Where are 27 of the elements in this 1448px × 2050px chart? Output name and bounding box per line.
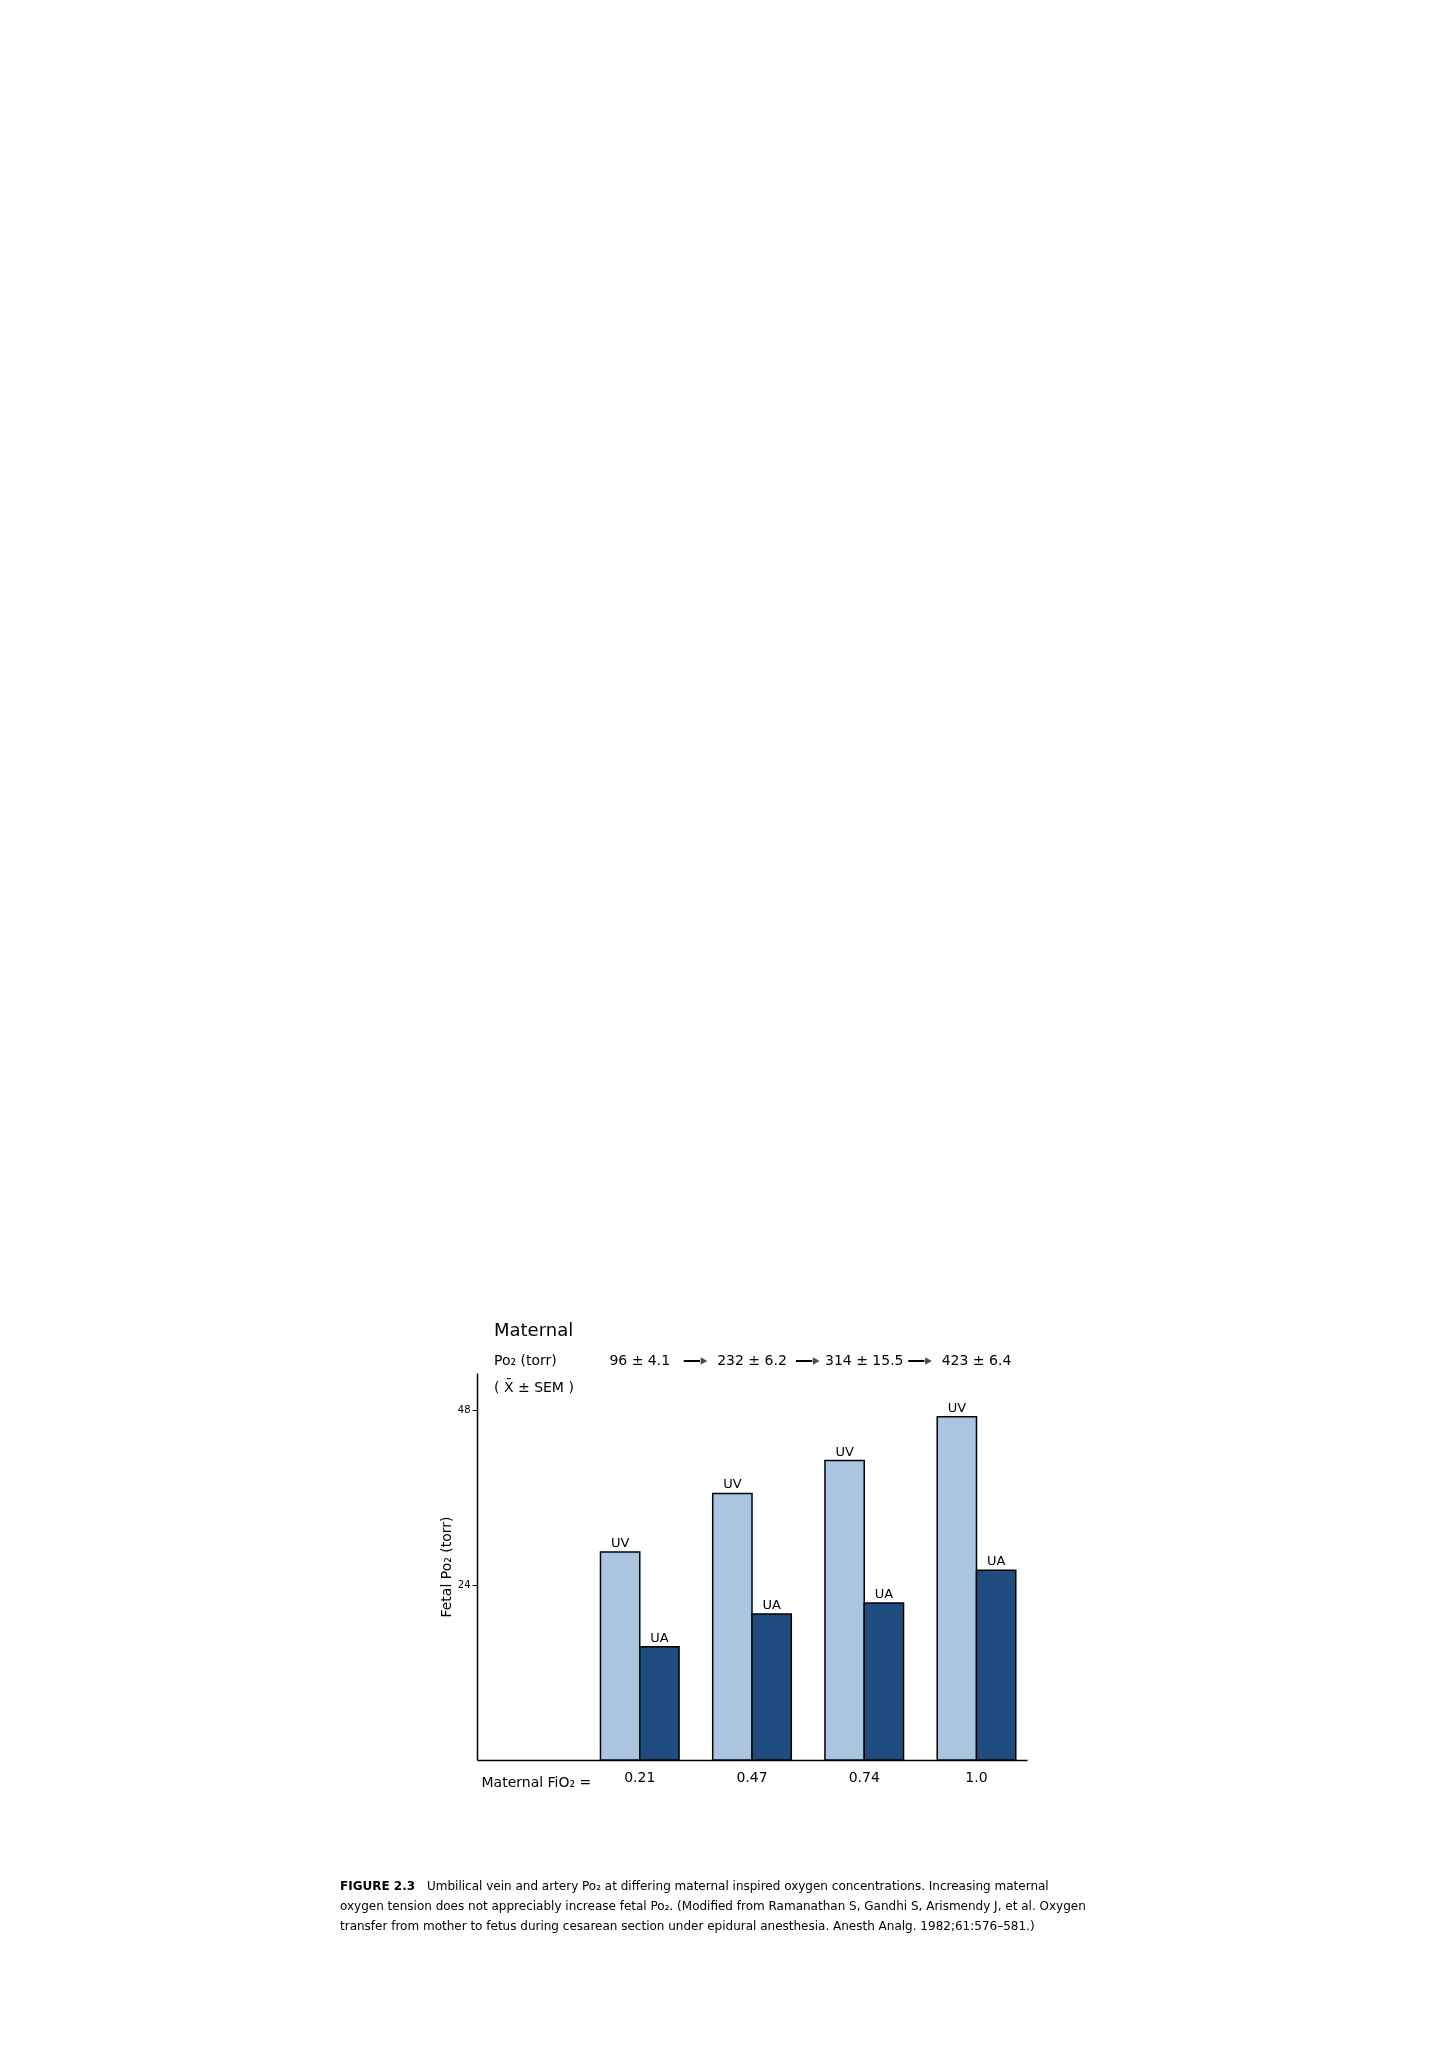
- annotation: ( X̄ ± SEM ): [494, 1378, 574, 1395]
- text: 314 ± 15.5: [824, 1352, 904, 1368]
- series-label: UV: [610, 1534, 630, 1550]
- text: transfer from mother to fetus during cesarean section under epidural anesthesia. Anesth Analg. 1982;61:576–581.): [340, 1919, 1035, 1933]
- x-axis-title: Maternal FiO₂ =: [481, 1773, 592, 1790]
- caption: FIGURE 2.3: [340, 1879, 416, 1893]
- x-tick-label: 0.47: [736, 1768, 768, 1785]
- text: Umbilical vein and artery Po₂ at differing maternal inspired oxygen concentrations. Increasing maternal: [427, 1879, 1049, 1893]
- text: Po₂ (torr): [494, 1352, 557, 1368]
- y-tick-label: 24: [457, 1579, 471, 1591]
- text: UV: [723, 1476, 742, 1492]
- series-label: UA: [650, 1629, 669, 1645]
- x-tick-label: 0.74: [848, 1768, 880, 1785]
- text: UV: [835, 1443, 854, 1459]
- chart-title: Maternal: [494, 1319, 574, 1340]
- x-tick-label: 1.0: [965, 1768, 988, 1785]
- text: oxygen tension does not appreciably increase fetal Po₂. (Modified from Ramanathan S, Gandhi S, Arismendy J, et al. Oxygen: [340, 1899, 1086, 1913]
- y-tick-label: 48: [457, 1404, 471, 1416]
- text: 232 ± 6.2: [717, 1352, 787, 1368]
- x-tick-label: 0.21: [624, 1768, 656, 1785]
- text: 96 ± 4.1: [609, 1352, 671, 1368]
- text: 423 ± 6.4: [941, 1352, 1012, 1368]
- text: UA: [762, 1596, 781, 1612]
- text: UA: [986, 1553, 1006, 1569]
- y-axis-title: Fetal Po₂ (torr): [437, 1516, 454, 1618]
- text: UV: [947, 1399, 967, 1415]
- text: UA: [874, 1586, 894, 1602]
